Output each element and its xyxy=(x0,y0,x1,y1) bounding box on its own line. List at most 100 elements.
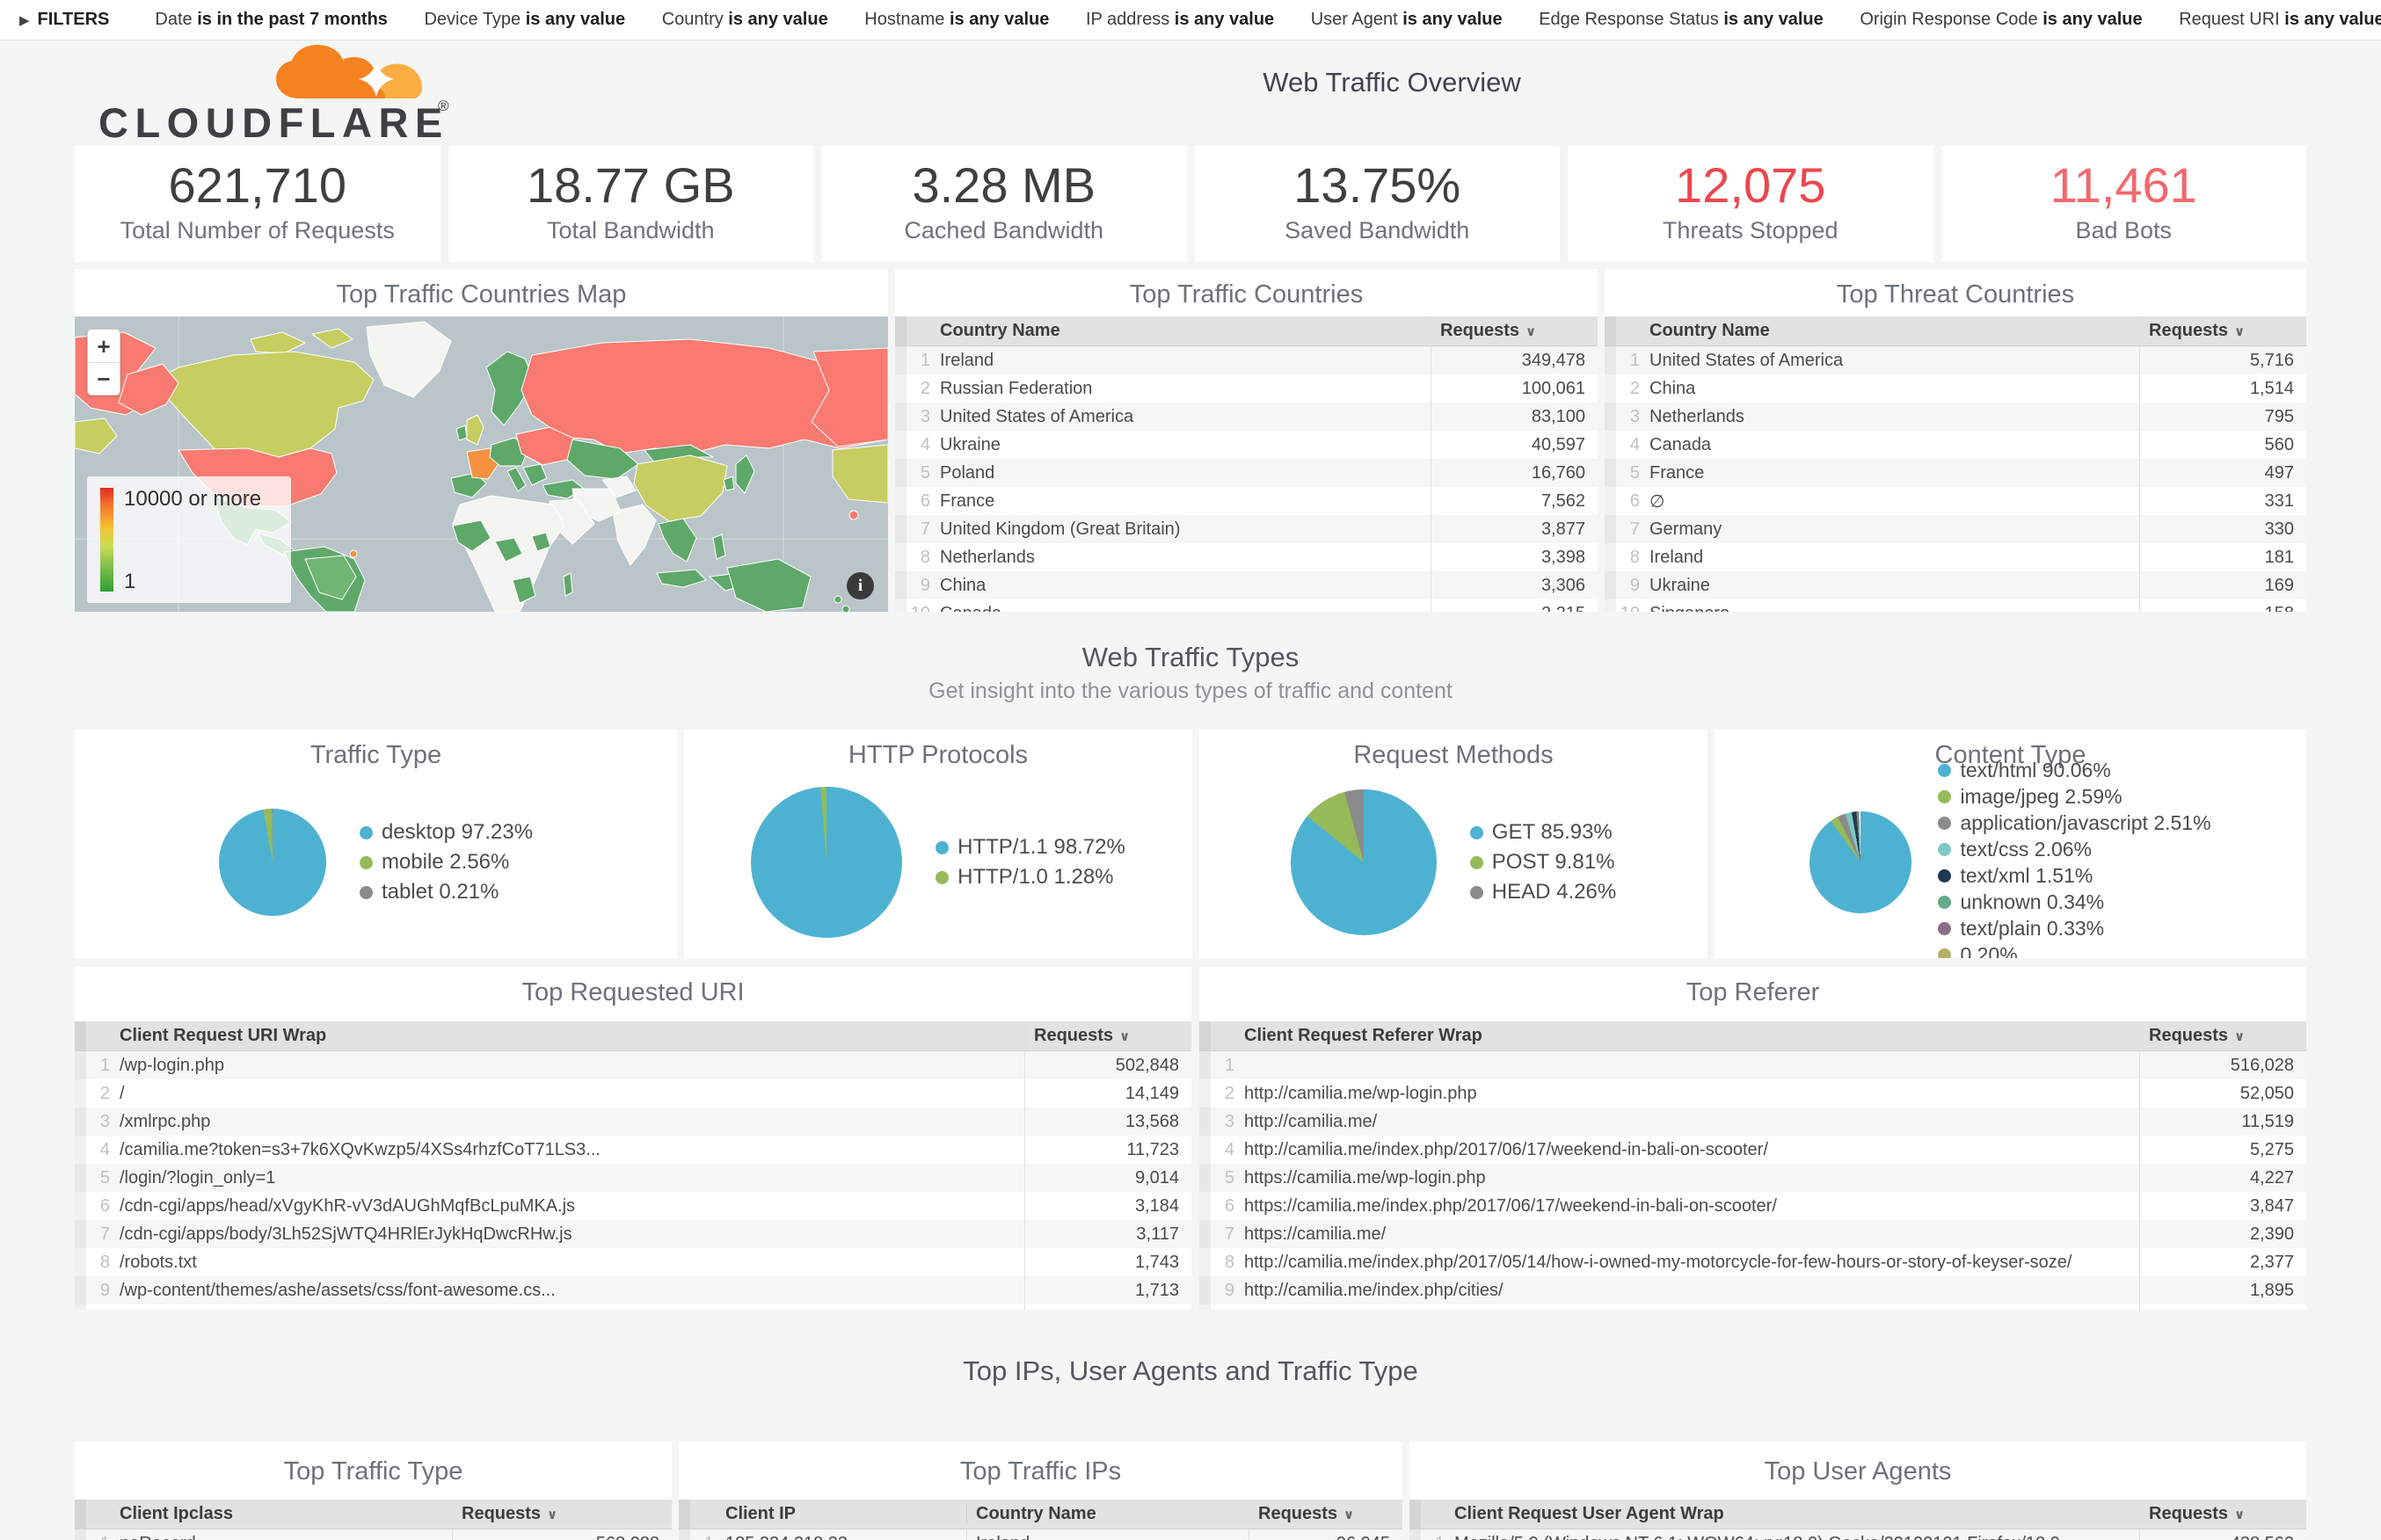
table-row[interactable]: 10 /wp-content/themes/ashe/style.css?ver… xyxy=(75,1304,1191,1310)
table-row[interactable]: 5 /login/?login_only=1 9,014 xyxy=(75,1164,1191,1192)
world-map[interactable]: + − 10000 or more 1 i xyxy=(75,316,888,612)
traffic-type-title: Traffic Type xyxy=(309,741,442,769)
http-protocols-panel: HTTP Protocols HTTP/1.1 98.72% HTTP/1.0 1… xyxy=(684,730,1192,958)
column-requests[interactable]: Requests ∨ xyxy=(1431,316,1598,345)
table-row[interactable]: 3 http://camilia.me/ 11,519 xyxy=(1199,1108,2306,1136)
http-protocols-pie-chart[interactable] xyxy=(751,787,903,938)
table-row[interactable]: 2 China 1,514 xyxy=(1605,374,2306,403)
table-row[interactable]: 5 https://camilia.me/wp-login.php 4,227 xyxy=(1199,1164,2306,1192)
referer-value: http://camilia.me/index.php/cities/ xyxy=(1244,1280,1504,1300)
content-type-pie-chart[interactable] xyxy=(1809,811,1912,913)
kpi-value: 12,075 xyxy=(1675,157,1826,213)
requests-value: 3,117 xyxy=(1024,1220,1191,1248)
table-row[interactable]: 9 http://camilia.me/index.php/cities/ 1,… xyxy=(1199,1276,2306,1304)
filter-chip[interactable]: IP address is any value xyxy=(1085,10,1275,29)
table-row[interactable]: 3 United States of America 83,100 xyxy=(895,403,1598,431)
table-row[interactable]: 4 Canada 560 xyxy=(1605,431,2306,459)
country-name: Ukraine xyxy=(940,434,1001,454)
table-row[interactable]: 1 Mozilla/5.0 (Windows NT 6.1; WOW64; rv… xyxy=(1409,1529,2306,1540)
table-row[interactable]: 7 https://camilia.me/ 2,390 xyxy=(1199,1220,2306,1248)
table-row[interactable]: 2 / 14,149 xyxy=(75,1079,1191,1108)
table-row[interactable]: 6 ∅ 331 xyxy=(1605,487,2306,515)
filters-toggle[interactable]: ▶ FILTERS xyxy=(19,10,109,30)
legend-swatch-icon xyxy=(1938,948,1952,958)
requests-value: 13,568 xyxy=(1024,1108,1191,1136)
table-header: Client Request Referer Wrap Requests ∨ xyxy=(1199,1021,2306,1051)
top-threat-countries-panel: Top Threat Countries Country Name Reques… xyxy=(1605,269,2306,612)
filter-chip[interactable]: Date is in the past 7 months xyxy=(155,10,388,29)
legend-swatch-icon xyxy=(1938,921,1952,935)
table-row[interactable]: 6 https://camilia.me/index.php/2017/06/1… xyxy=(1199,1192,2306,1220)
table-row[interactable]: 5 France 497 xyxy=(1605,459,2306,487)
web-traffic-types-title: Web Traffic Types xyxy=(1081,642,1300,672)
table-row[interactable]: 8 /robots.txt 1,743 xyxy=(75,1248,1191,1276)
filter-chip[interactable]: User Agent is any value xyxy=(1310,10,1503,29)
table-row[interactable]: 2 http://camilia.me/wp-login.php 52,050 xyxy=(1199,1079,2306,1108)
requests-value: 2,377 xyxy=(2139,1248,2306,1276)
table-row[interactable]: 7 /cdn-cgi/apps/body/3Lh52SjWTQ4HRlErJyk… xyxy=(75,1220,1191,1248)
table-row[interactable]: 8 http://camilia.me/index.php/2017/05/14… xyxy=(1199,1248,2306,1276)
table-row[interactable]: 7 United Kingdom (Great Britain) 3,877 xyxy=(895,515,1598,543)
table-row[interactable]: 1 United States of America 5,716 xyxy=(1605,346,2306,374)
traffic-type-pie-chart[interactable] xyxy=(218,809,326,916)
table-row[interactable]: 1 /wp-login.php 502,848 xyxy=(75,1051,1191,1079)
table-body: 1 Ireland 349,478 2 Russian Federation 1… xyxy=(895,346,1598,612)
table-row[interactable]: 8 Netherlands 3,398 xyxy=(895,543,1598,571)
table-row[interactable]: 4 /camilia.me?token=s3+7k6XQvKwzp5/4XSs4… xyxy=(75,1136,1191,1164)
requests-value: 3,877 xyxy=(1431,515,1598,543)
referer-value: https://camilia.me/ xyxy=(1244,1224,1387,1244)
table-row[interactable]: 5 Poland 16,760 xyxy=(895,459,1598,487)
table-row[interactable]: 4 http://camilia.me/index.php/2017/06/17… xyxy=(1199,1136,2306,1164)
map-legend: 10000 or more 1 xyxy=(87,476,291,603)
column-requests[interactable]: Requests ∨ xyxy=(1024,1021,1191,1050)
kpi-card: 13.75% Saved Bandwidth xyxy=(1194,146,1560,262)
table-row[interactable]: 8 Ireland 181 xyxy=(1605,543,2306,571)
requests-value: 2,390 xyxy=(2139,1220,2306,1248)
column-requests[interactable]: Requests ∨ xyxy=(2139,1500,2306,1529)
table-row[interactable]: 4 Ukraine 40,597 xyxy=(895,431,1598,459)
map-info-icon[interactable]: i xyxy=(847,572,874,599)
table-row[interactable]: 10 http://camilia.me/index.php/about/ 1,… xyxy=(1199,1304,2306,1310)
filter-chip[interactable]: Request URI is any value xyxy=(2179,10,2381,29)
table-row[interactable]: 6 France 7,562 xyxy=(895,487,1598,515)
table-row[interactable]: 9 China 3,306 xyxy=(895,571,1598,599)
table-row[interactable]: 10 Canada 2,215 xyxy=(895,599,1598,612)
uri-value: /cdn-cgi/apps/body/3Lh52SjWTQ4HRlErJykHq… xyxy=(120,1224,572,1244)
filter-chip[interactable]: Hostname is any value xyxy=(864,10,1050,29)
table-row[interactable]: 10 Singapore 158 xyxy=(1605,599,2306,612)
table-row[interactable]: 7 Germany 330 xyxy=(1605,515,2306,543)
page-title: Web Traffic Overview xyxy=(1263,67,1521,98)
table-row[interactable]: 3 Netherlands 795 xyxy=(1605,403,2306,431)
table-row[interactable]: 1 Ireland 349,478 xyxy=(895,346,1598,374)
table-row[interactable]: 1 516,028 xyxy=(1199,1051,2306,1079)
table-row[interactable]: 9 Ukraine 169 xyxy=(1605,571,2306,599)
filter-chip[interactable]: Origin Response Code is any value xyxy=(1860,10,2143,29)
web-traffic-types-subtitle: Get insight into the various types of tr… xyxy=(928,679,1453,703)
request-methods-pie-chart[interactable] xyxy=(1290,789,1437,935)
table-row[interactable]: 6 /cdn-cgi/apps/head/xVgyKhR-vV3dAUGhMqf… xyxy=(75,1192,1191,1220)
table-row[interactable]: 9 /wp-content/themes/ashe/assets/css/fon… xyxy=(75,1276,1191,1304)
top-requested-uri-title: Top Requested URI xyxy=(521,978,745,1006)
referer-value: http://camilia.me/wp-login.php xyxy=(1244,1083,1477,1103)
table-row[interactable]: 1 noRecord 568,088 xyxy=(75,1529,672,1540)
table-row[interactable]: 3 /xmlrpc.php 13,568 xyxy=(75,1108,1191,1136)
requests-value: 3,847 xyxy=(2139,1192,2306,1220)
requests-value: 3,398 xyxy=(1431,543,1598,571)
column-requests[interactable]: Requests ∨ xyxy=(452,1500,672,1529)
column-requests[interactable]: Requests ∨ xyxy=(1249,1500,1402,1529)
map-zoom-out-button[interactable]: − xyxy=(88,362,120,395)
requests-value: 438,562 xyxy=(2139,1529,2306,1540)
table-row[interactable]: 1 185.234.218.33 Ireland 96,945 xyxy=(679,1529,1402,1540)
map-countries xyxy=(75,321,888,612)
filter-chip[interactable]: Country is any value xyxy=(661,10,828,29)
table-row[interactable]: 2 Russian Federation 100,061 xyxy=(895,374,1598,403)
filter-chip[interactable]: Device Type is any value xyxy=(424,10,626,29)
filter-chip[interactable]: Edge Response Status is any value xyxy=(1539,10,1824,29)
uri-value: /xmlrpc.php xyxy=(120,1111,211,1131)
legend-item: desktop 97.23% xyxy=(359,820,533,845)
column-requests[interactable]: Requests ∨ xyxy=(2139,1021,2306,1050)
column-requests[interactable]: Requests ∨ xyxy=(2139,316,2306,345)
table-header: Client Ipclass Requests ∨ xyxy=(75,1500,672,1529)
map-zoom-in-button[interactable]: + xyxy=(88,330,120,362)
top-traffic-ips-panel: Top Traffic IPs Client IP Country Name R… xyxy=(679,1442,1402,1540)
